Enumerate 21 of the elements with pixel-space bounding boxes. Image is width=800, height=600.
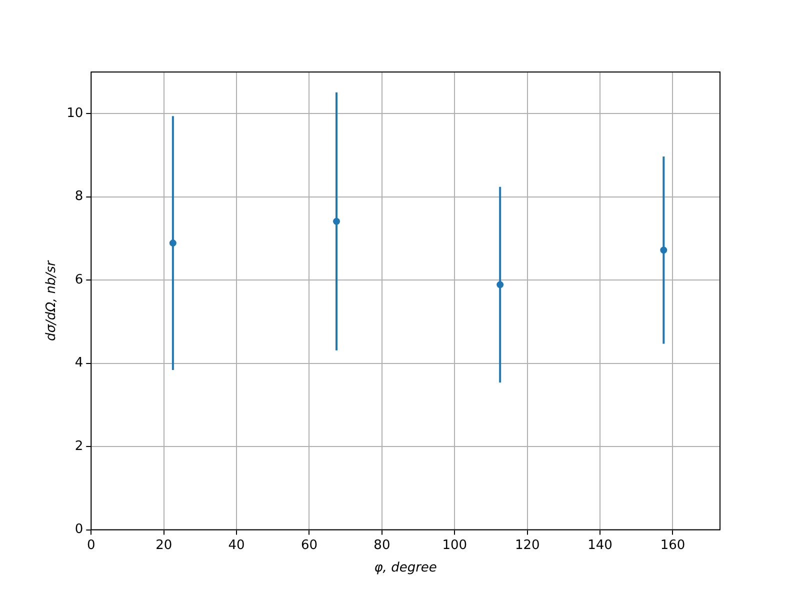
x-tick-label: 160: [660, 538, 686, 553]
point: [496, 281, 504, 288]
y-tick-label: 0: [74, 522, 84, 538]
y-axis-title: dσ/dΩ, nb/sr: [44, 259, 60, 342]
x-axis-title: φ, degree: [374, 560, 437, 576]
point: [169, 240, 176, 247]
x-tick-label: 120: [514, 538, 540, 553]
x-tick-label: 60: [300, 538, 318, 553]
point: [660, 246, 668, 254]
x-tick-label: 80: [374, 538, 390, 553]
y-tick-label: 4: [74, 356, 84, 371]
x-tick-label: 100: [442, 538, 468, 553]
x-tick-label: 140: [588, 538, 612, 553]
y-tick-label: 10: [66, 106, 84, 121]
y-tick-label: 2: [74, 438, 84, 454]
point: [333, 218, 340, 225]
x-tick-label: 20: [156, 538, 172, 553]
x-tick-label: 0: [87, 538, 96, 553]
y-tick-label: 8: [74, 189, 84, 204]
y-tick-label: 6: [74, 272, 84, 288]
x-tick-label: 40: [228, 538, 245, 553]
